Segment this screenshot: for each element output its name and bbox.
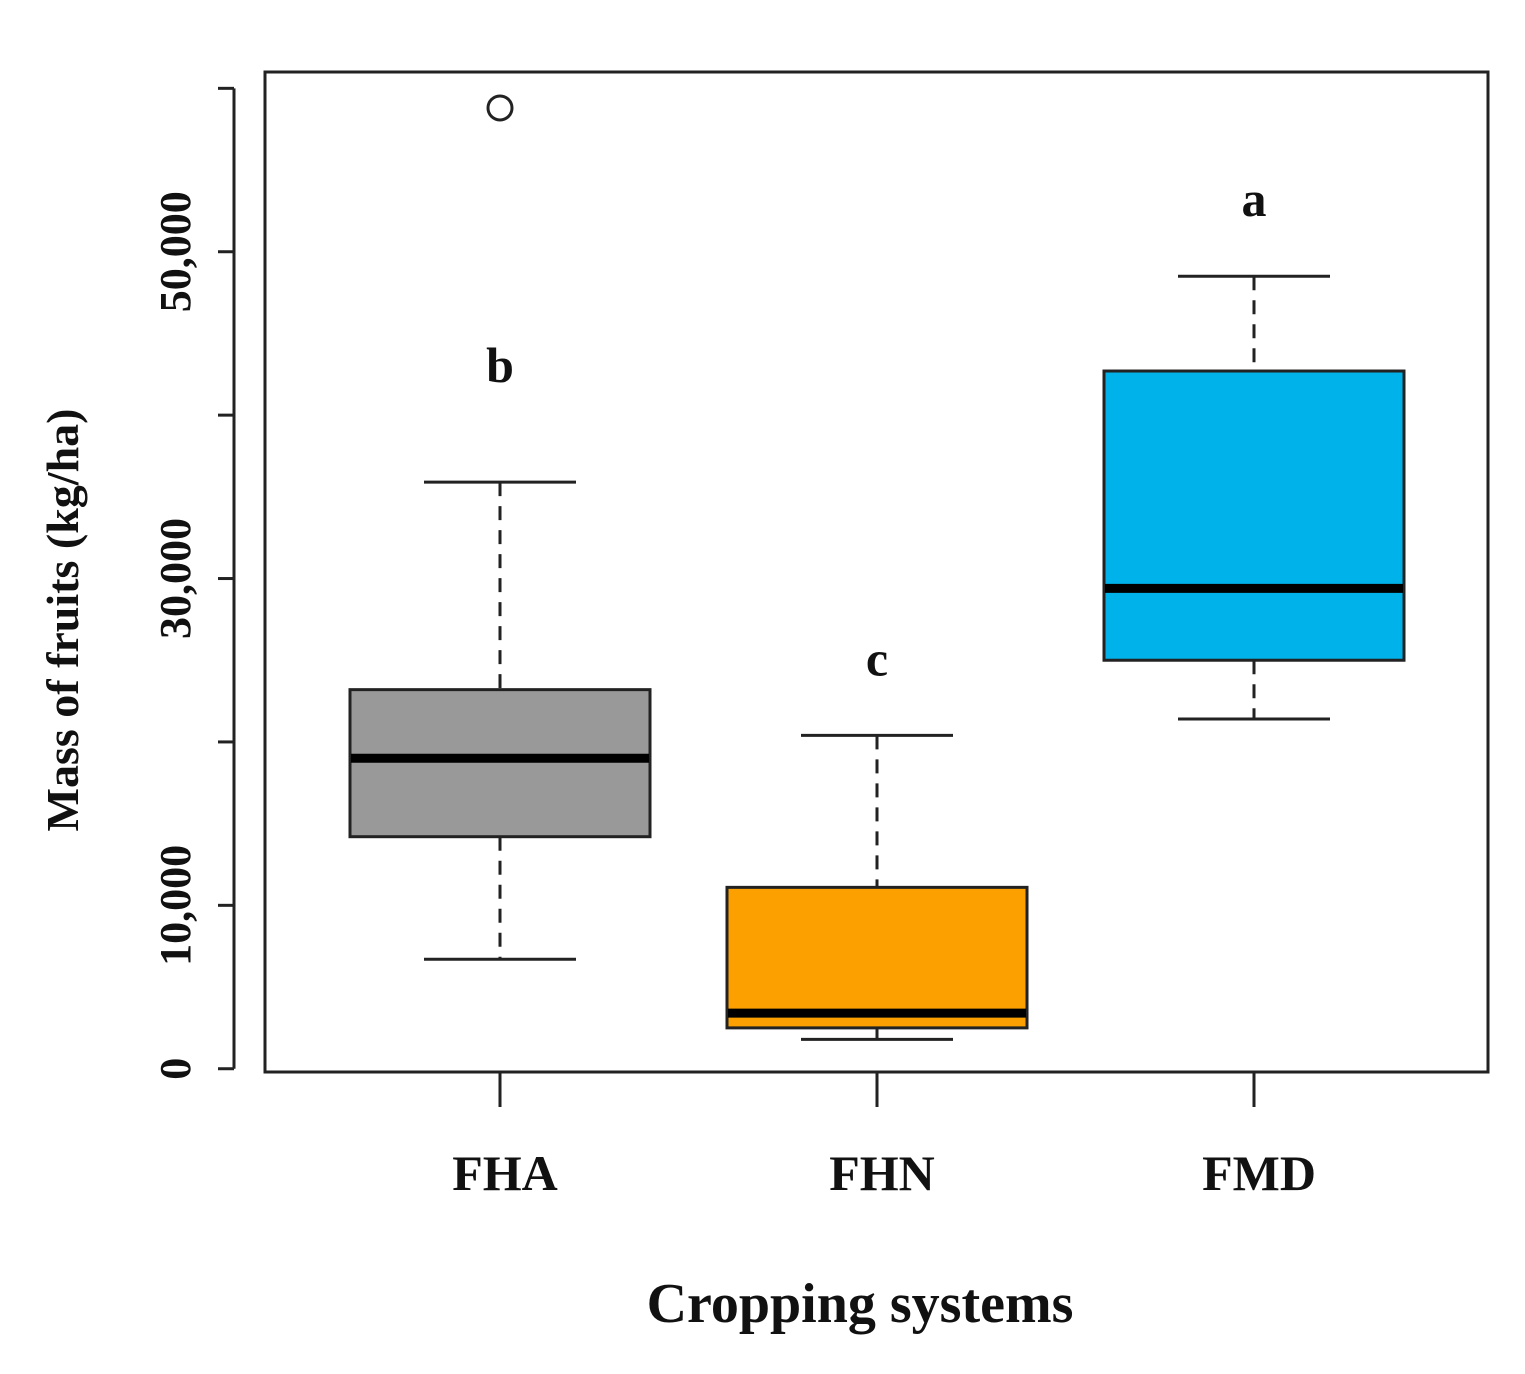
significance-letter: c xyxy=(866,630,888,686)
box-iqr xyxy=(348,688,652,839)
x-axis: FHA FHN FMD xyxy=(452,1072,1316,1201)
box-series: b c a xyxy=(348,94,1406,1041)
y-axis-label: Mass of fruits (kg/ha) xyxy=(37,409,88,832)
significance-letter: a xyxy=(1242,171,1267,227)
significance-letter: b xyxy=(486,337,514,393)
y-tick-label: 10,000 xyxy=(151,845,200,966)
y-tick-label: 0 xyxy=(151,1058,200,1080)
y-tick-label: 50,000 xyxy=(151,191,200,312)
box-iqr xyxy=(1102,369,1406,662)
x-tick-label: FMD xyxy=(1202,1145,1316,1201)
x-tick-label: FHN xyxy=(829,1145,935,1201)
y-axis: 0 10,000 30,000 50,000 xyxy=(151,86,236,1080)
x-tick-label: FHA xyxy=(452,1145,558,1201)
x-axis-label: Cropping systems xyxy=(647,1273,1074,1335)
box-iqr xyxy=(725,885,1029,1030)
y-tick-label: 30,000 xyxy=(151,518,200,639)
outlier-point xyxy=(486,94,514,122)
